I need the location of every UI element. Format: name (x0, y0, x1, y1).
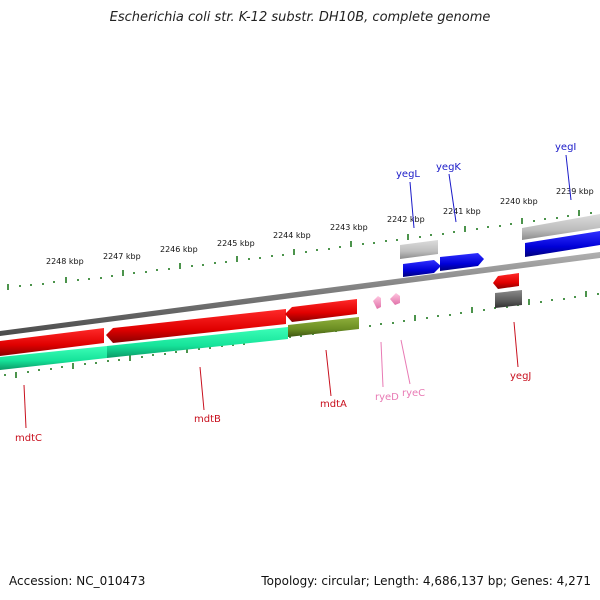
cds-feature-yegI[interactable] (525, 231, 600, 257)
scale-labels: 2248 kbp 2247 kbp 2246 kbp 2245 kbp 2244… (46, 187, 594, 266)
accession-label: Accession: NC_010473 (9, 574, 146, 588)
cds-feature-yegK[interactable] (440, 253, 484, 271)
gene-label-mdtA[interactable]: mdtA (320, 399, 347, 410)
cds-feature-mdtB[interactable] (106, 309, 286, 343)
gene-label-mdtB[interactable]: mdtB (194, 414, 221, 425)
scale-label: 2243 kbp (330, 223, 368, 232)
cds-feature-mdtC[interactable] (0, 328, 104, 356)
scale-label: 2242 kbp (387, 215, 425, 224)
gene-label-mdtC[interactable]: mdtC (15, 433, 42, 444)
cds-feature-mdtA[interactable] (285, 299, 357, 322)
operon-feature-mdtB[interactable] (107, 327, 288, 358)
gene-label-yegJ[interactable]: yegJ (510, 371, 531, 382)
reverse-cds-track (0, 273, 519, 356)
genome-summary: Topology: circular; Length: 4,686,137 bp… (261, 574, 591, 588)
ncrna-track (373, 293, 400, 309)
forward-gene-track (400, 214, 600, 259)
gene-feature-yegI[interactable] (522, 214, 600, 240)
scale-label: 2240 kbp (500, 197, 538, 206)
ncrna-feature-ryeD[interactable] (373, 296, 381, 309)
label-leaders (23, 154, 572, 429)
scale-label: 2241 kbp (443, 207, 481, 216)
gene-label-ryeD[interactable]: ryeD (375, 392, 399, 403)
scale-label: 2247 kbp (103, 252, 141, 261)
gene-labels: yegL yegK yegI mdtC mdtB mdtA yegJ ryeD … (15, 142, 576, 444)
gene-label-yegI[interactable]: yegI (555, 142, 576, 153)
cds-feature-yegJ[interactable] (493, 273, 519, 289)
cds-feature-yegL[interactable] (403, 260, 441, 277)
scale-label: 2245 kbp (217, 239, 255, 248)
forward-cds-track (403, 231, 600, 277)
operon-feature-mdtC[interactable] (0, 346, 107, 370)
genome-backbone (0, 252, 600, 336)
upper-scale-ticks (7, 210, 592, 290)
gene-feature-yegL[interactable] (400, 240, 438, 259)
gene-label-yegK[interactable]: yegK (436, 162, 461, 173)
scale-label: 2248 kbp (46, 257, 84, 266)
gene-label-ryeC[interactable]: ryeC (402, 388, 425, 399)
operon-feature-mdtA[interactable] (288, 317, 359, 337)
scale-label: 2239 kbp (556, 187, 594, 196)
ncrna-feature-ryeC[interactable] (390, 293, 400, 305)
map-title: Escherichia coli str. K-12 substr. DH10B… (109, 10, 491, 25)
scale-label: 2246 kbp (160, 245, 198, 254)
gene-feature-yegJ[interactable] (495, 290, 522, 308)
reverse-gene-track (0, 290, 522, 370)
gene-label-yegL[interactable]: yegL (396, 169, 420, 180)
scale-label: 2244 kbp (273, 231, 311, 240)
